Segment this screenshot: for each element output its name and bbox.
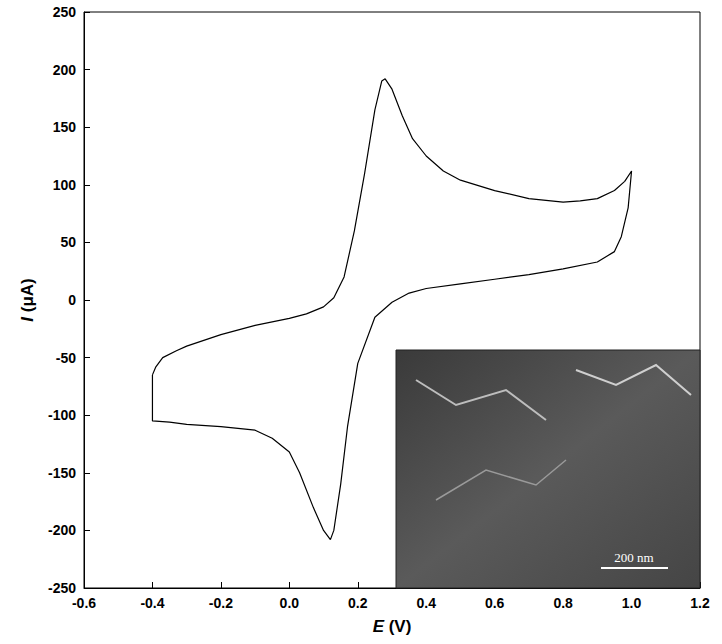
- svg-text:-0.2: -0.2: [209, 595, 233, 611]
- svg-text:-250: -250: [48, 580, 76, 596]
- svg-text:0: 0: [68, 292, 76, 308]
- svg-text:0.2: 0.2: [348, 595, 368, 611]
- svg-text:0.0: 0.0: [280, 595, 300, 611]
- svg-text:1.2: 1.2: [690, 595, 710, 611]
- svg-text:200 nm: 200 nm: [614, 550, 653, 565]
- svg-text:(V): (V): [384, 617, 411, 636]
- svg-text:-50: -50: [56, 350, 76, 366]
- svg-text:0.4: 0.4: [416, 595, 436, 611]
- svg-text:I: I: [18, 317, 37, 322]
- svg-text:0.6: 0.6: [485, 595, 505, 611]
- svg-text:-0.4: -0.4: [140, 595, 164, 611]
- svg-text:-200: -200: [48, 522, 76, 538]
- svg-text:1.0: 1.0: [622, 595, 642, 611]
- svg-text:-0.6: -0.6: [72, 595, 96, 611]
- svg-text:(μA): (μA): [18, 278, 37, 317]
- svg-text:50: 50: [60, 234, 76, 250]
- svg-text:200: 200: [53, 62, 77, 78]
- svg-text:150: 150: [53, 119, 77, 135]
- svg-text:-150: -150: [48, 465, 76, 481]
- svg-text:-100: -100: [48, 407, 76, 423]
- svg-text:0.8: 0.8: [553, 595, 573, 611]
- svg-text:100: 100: [53, 177, 77, 193]
- svg-text:E: E: [373, 617, 385, 636]
- svg-text:250: 250: [53, 4, 77, 20]
